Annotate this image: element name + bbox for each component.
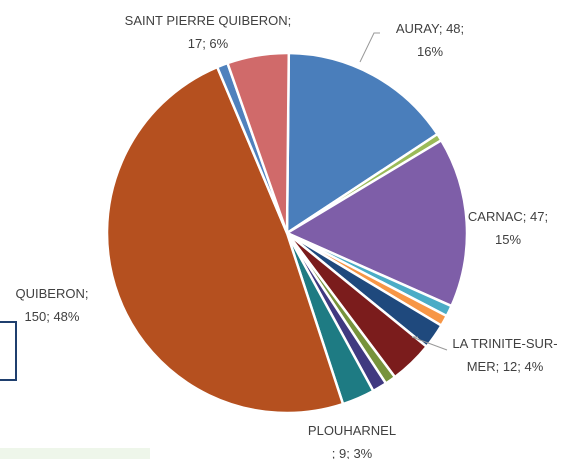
data-label: LA TRINITE-SUR-MER; 12; 4% xyxy=(452,336,557,374)
edge-box xyxy=(0,321,17,381)
slice xyxy=(284,138,469,308)
pie xyxy=(105,51,469,415)
slice xyxy=(105,65,345,415)
slice xyxy=(285,51,440,236)
data-label: AURAY; 48; 16% xyxy=(396,21,464,59)
edge-strip xyxy=(0,448,150,459)
data-label: QUIBERON; 150; 48% xyxy=(16,286,89,324)
labels: AURAY; 48; 16% CARNAC; 47; 15% LA TRINITE-SU… xyxy=(16,13,558,459)
leader-line xyxy=(411,336,448,351)
leader-line xyxy=(359,32,380,63)
data-label: SAINT PIERRE QUIBERON; 17; 6% xyxy=(125,13,292,51)
slice xyxy=(225,51,291,234)
data-label: PLOUHARNEL; 9; 3% xyxy=(308,423,396,459)
data-label: CARNAC; 47; 15% xyxy=(468,209,548,247)
